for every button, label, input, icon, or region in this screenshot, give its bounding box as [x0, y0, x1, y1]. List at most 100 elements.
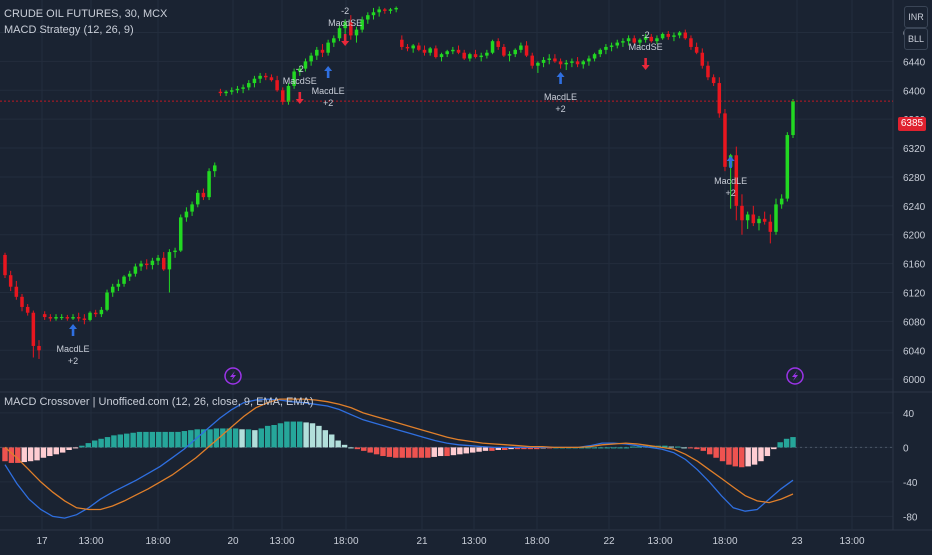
histogram-bar — [8, 447, 15, 463]
session-break-icon — [224, 367, 242, 385]
candle-body — [507, 54, 512, 56]
time-tick-label: 17 — [36, 536, 48, 547]
histogram-bar — [124, 433, 130, 448]
candle-body — [383, 9, 387, 11]
candle-body — [207, 171, 211, 198]
candle-body — [479, 55, 483, 58]
candle-body — [547, 58, 551, 60]
candle-body — [592, 54, 597, 59]
histogram-bar — [168, 431, 175, 448]
histogram-bar — [783, 438, 790, 448]
histogram-bar — [27, 447, 34, 462]
signal-line — [4, 398, 794, 511]
candle-body — [638, 39, 642, 43]
histogram-bar — [777, 442, 783, 448]
candle-body — [116, 283, 121, 287]
candle-body — [190, 204, 194, 212]
candle-body — [468, 54, 472, 59]
histogram-bar — [668, 446, 674, 448]
candle-body — [93, 312, 98, 315]
candle-body — [689, 38, 693, 47]
candle-body — [502, 46, 506, 56]
histogram-bar — [91, 440, 98, 448]
candle-body — [59, 317, 64, 319]
histogram-bar — [188, 430, 194, 448]
candle-body — [195, 192, 200, 205]
candle-body — [439, 54, 444, 58]
signal-label: MacdLE — [714, 176, 747, 186]
signal-label: MacdSE — [629, 42, 663, 52]
histogram-bar — [604, 447, 610, 449]
candle-body — [31, 312, 36, 346]
strategy-legend[interactable]: MACD Strategy (12, 26, 9) — [4, 24, 134, 36]
histogram-bar — [277, 423, 284, 448]
candle-body — [252, 78, 257, 84]
candle-body — [422, 49, 427, 53]
candle-body — [320, 49, 325, 53]
candle-body — [25, 306, 30, 313]
histogram-bar — [117, 434, 124, 448]
histogram-bar — [232, 428, 239, 448]
candle-body — [445, 51, 449, 55]
currency-badge[interactable]: INR — [904, 6, 928, 28]
histogram-bar — [508, 447, 514, 450]
long-entry-signal: MacdLE +2 — [544, 72, 577, 114]
histogram-bar — [258, 428, 264, 448]
price-tick-label: 6080 — [903, 317, 926, 328]
histogram-bar — [2, 447, 8, 462]
histogram-bar — [252, 430, 258, 448]
candle-body — [54, 317, 58, 319]
histogram-bar — [296, 421, 303, 448]
histogram-bar — [367, 447, 373, 453]
histogram-bar — [309, 423, 316, 448]
histogram-bar — [726, 447, 732, 465]
histogram-bar — [200, 429, 207, 448]
candle-body — [700, 52, 705, 66]
candle-body — [292, 71, 296, 86]
candle-body — [8, 275, 13, 287]
time-tick-label: 13:00 — [839, 536, 864, 547]
candle-body — [462, 52, 466, 59]
candle-body — [451, 49, 455, 52]
histogram-bar — [72, 447, 79, 449]
session-icon-ring — [786, 367, 804, 385]
time-tick-label: 13:00 — [78, 536, 103, 547]
histogram-bar — [40, 447, 47, 458]
histogram-bar — [136, 431, 143, 448]
candle-body — [224, 91, 228, 94]
candle-body — [337, 28, 342, 39]
histogram-bar — [521, 447, 527, 450]
indicator-legend[interactable]: MACD Crossover | Unofficed.com (12, 26, … — [4, 396, 314, 408]
candle-body — [48, 317, 53, 319]
candle-body — [71, 317, 75, 319]
long-arrow-icon — [69, 324, 78, 336]
histogram-bar — [501, 447, 508, 450]
histogram-bar — [585, 447, 591, 449]
histogram-bar — [790, 437, 796, 448]
candle-body — [745, 214, 750, 221]
time-tick-label: 20 — [227, 536, 239, 547]
candle-body — [127, 273, 132, 277]
candle-body — [768, 221, 773, 232]
candle-body — [343, 22, 347, 29]
candle-body — [139, 263, 143, 267]
histogram-bar — [476, 447, 482, 452]
price-tick-label: 6120 — [903, 289, 926, 300]
histogram-bar — [34, 447, 40, 461]
candle-body — [417, 45, 421, 50]
unit-badge[interactable]: BLL — [904, 28, 928, 50]
histogram-bar — [399, 447, 405, 458]
histogram-bar — [623, 447, 630, 449]
histogram-bar — [245, 429, 252, 448]
macd-tick-label: 40 — [903, 409, 915, 420]
histogram-bar — [514, 447, 521, 450]
histogram-bar — [598, 447, 604, 449]
candle-body — [360, 19, 364, 30]
macd-tick-label: 0 — [903, 443, 909, 454]
price-tick-label: 6240 — [903, 202, 926, 213]
candle-body — [76, 317, 81, 319]
histogram-bar — [130, 432, 136, 448]
candle-body — [173, 250, 177, 253]
candle-body — [37, 345, 41, 351]
histogram-bar — [700, 447, 707, 451]
